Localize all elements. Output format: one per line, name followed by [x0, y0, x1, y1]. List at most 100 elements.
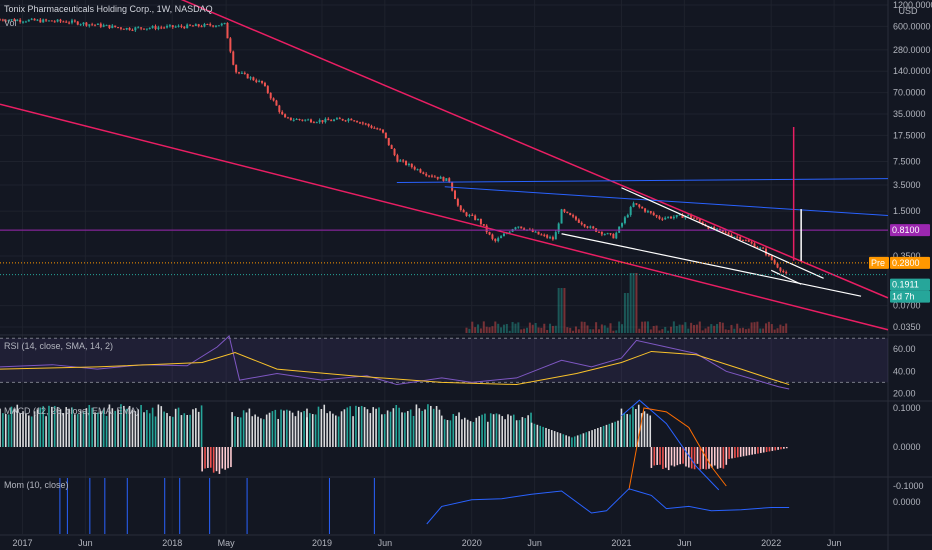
- macd-histogram-bar: [533, 423, 536, 447]
- candle-body: [707, 226, 710, 229]
- macd-histogram-bar: [265, 414, 268, 447]
- trend-line: [561, 233, 862, 297]
- candle-body: [186, 24, 189, 29]
- candle-body: [744, 240, 747, 242]
- macd-histogram-bar: [765, 447, 768, 452]
- macd-histogram-bar: [498, 414, 501, 447]
- candle-body: [690, 214, 693, 218]
- candle-body: [307, 119, 310, 121]
- rsi-tick-label: 40.00: [893, 366, 916, 376]
- candle-body: [615, 232, 618, 239]
- volume-bar: [693, 325, 696, 333]
- candle-body: [263, 82, 266, 87]
- macd-histogram-bar: [169, 416, 171, 447]
- candle-body: [272, 98, 275, 101]
- macd-histogram-bar: [515, 420, 518, 447]
- volume-bar: [592, 329, 595, 333]
- candle-body: [249, 77, 252, 79]
- macd-histogram-bar: [268, 412, 271, 447]
- time-tick-label: Jun: [378, 538, 393, 548]
- volume-bar: [730, 324, 733, 333]
- macd-histogram-bar: [381, 414, 383, 447]
- macd-histogram-bar: [524, 418, 527, 447]
- candle-body: [765, 248, 768, 255]
- candle-body: [214, 25, 217, 27]
- macd-histogram-bar: [45, 416, 47, 447]
- macd-histogram-bar: [245, 412, 248, 447]
- candle-body: [560, 209, 563, 224]
- candle-body: [376, 128, 379, 130]
- macd-histogram-bar: [239, 417, 242, 447]
- candle-body: [741, 239, 744, 241]
- macd-histogram-bar: [151, 407, 154, 447]
- volume-bar: [767, 321, 770, 333]
- macd-histogram-bar: [91, 407, 93, 447]
- macd-histogram-bar: [510, 415, 512, 447]
- candle-body: [258, 80, 261, 82]
- volume-bar: [681, 324, 684, 333]
- volume-bar: [701, 330, 704, 333]
- candle-body: [82, 22, 85, 25]
- candle-body: [574, 216, 577, 220]
- macd-histogram-bar: [209, 447, 212, 468]
- candle-body: [298, 119, 301, 121]
- candle-body: [183, 26, 186, 29]
- candle-body: [281, 111, 284, 115]
- volume-bar: [661, 329, 664, 333]
- candle-body: [36, 19, 39, 21]
- macd-histogram-bar: [148, 413, 151, 447]
- macd-histogram-bar: [143, 412, 145, 447]
- macd-histogram-bar: [274, 409, 277, 447]
- candle-body: [1, 19, 4, 21]
- candle-body: [30, 18, 33, 20]
- macd-histogram-bar: [588, 431, 590, 447]
- macd-signal-line: [628, 407, 727, 490]
- volume-bar: [589, 329, 592, 333]
- price-tag-pre-label-bg: [869, 256, 889, 269]
- volume-bar: [635, 273, 638, 333]
- candle-body: [65, 21, 68, 23]
- macd-histogram-bar: [401, 412, 403, 447]
- candle-body: [497, 238, 500, 241]
- macd-histogram-bar: [42, 406, 44, 447]
- macd-histogram-bar: [355, 405, 357, 447]
- volume-bar: [540, 327, 543, 333]
- candle-body: [609, 233, 612, 235]
- candle-body: [13, 19, 16, 21]
- volume-bar: [543, 323, 546, 333]
- candle-body: [27, 19, 30, 22]
- candle-body: [151, 26, 154, 28]
- macd-histogram-bar: [475, 417, 478, 447]
- volume-bar: [658, 330, 661, 333]
- candle-body: [442, 176, 445, 181]
- volume-bar: [664, 326, 667, 333]
- macd-histogram-bar: [545, 427, 547, 447]
- macd-histogram-bar: [443, 419, 446, 447]
- macd-histogram-bar: [582, 433, 585, 447]
- macd-histogram-bar: [323, 404, 326, 447]
- resistance-line: [396, 178, 889, 183]
- macd-histogram-bar: [2, 413, 4, 447]
- macd-histogram-bar: [280, 409, 282, 447]
- candle-body: [750, 241, 753, 244]
- candle-body: [453, 190, 457, 200]
- macd-histogram-bar: [16, 404, 19, 447]
- macd-histogram-bar: [242, 410, 245, 447]
- candle-body: [125, 27, 128, 30]
- candle-body: [448, 178, 451, 182]
- candle-body: [324, 118, 327, 123]
- macd-histogram-bar: [4, 414, 7, 447]
- macd-histogram-bar: [114, 410, 116, 447]
- candle-body: [667, 216, 670, 218]
- volume-bar: [477, 324, 480, 333]
- rsi-band: [0, 338, 888, 383]
- price-tag-last-bg: [890, 278, 930, 291]
- candle-body: [142, 28, 145, 30]
- candle-body: [488, 232, 491, 235]
- candle-body: [255, 80, 258, 82]
- candle-body: [762, 247, 765, 249]
- candle-body: [419, 169, 422, 173]
- candle-body: [482, 224, 485, 226]
- macd-histogram-bar: [602, 425, 605, 447]
- macd-histogram-bar: [406, 411, 409, 447]
